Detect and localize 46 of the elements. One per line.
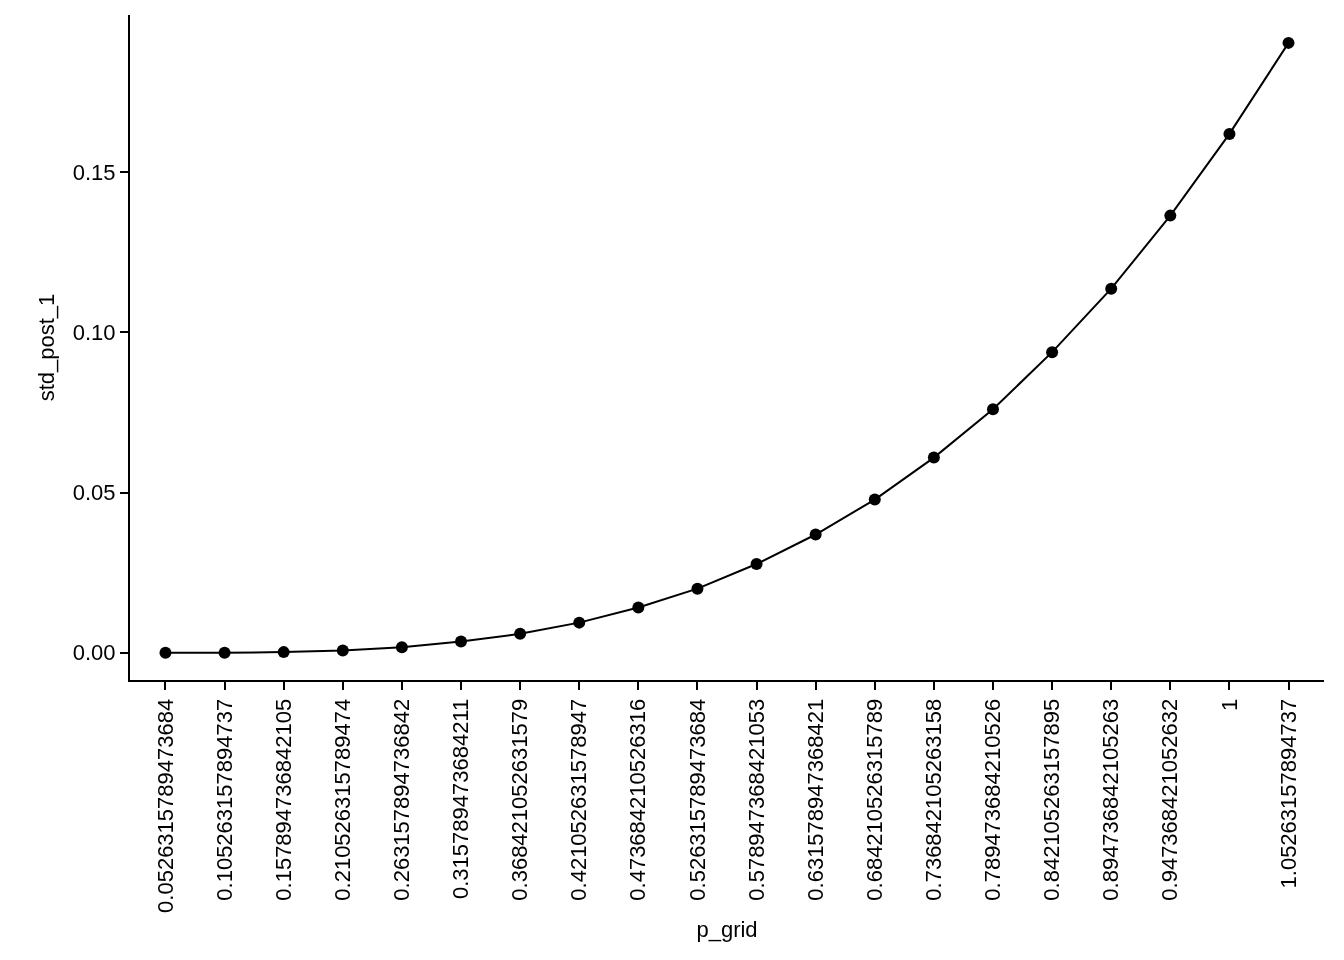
x-tick-label: 0.315789473684211	[448, 698, 474, 900]
y-tick-label: 0.00	[72, 640, 116, 666]
point	[1105, 282, 1118, 295]
x-tick-label: 0.157894736842105	[270, 698, 296, 901]
x-tick-label: 0.0526315789473684	[152, 698, 178, 913]
point	[455, 635, 468, 648]
x-axis-title: p_grid	[696, 917, 758, 943]
y-tick-label: 0.05	[72, 480, 116, 506]
point	[277, 646, 290, 659]
point	[573, 616, 586, 629]
point	[218, 646, 231, 659]
point	[987, 403, 999, 416]
point	[514, 627, 527, 640]
x-tick-label: 0.473684210526316	[625, 698, 651, 901]
point	[1223, 127, 1236, 140]
x-tick-label: 0.842105263157895	[1039, 698, 1065, 901]
x-tick-label: 0.736842105263158	[921, 698, 947, 901]
point	[1046, 346, 1059, 359]
y-tick-label: 0.10	[72, 319, 116, 345]
point	[691, 582, 704, 595]
point	[336, 644, 349, 657]
x-tick-label: 0.368421052631579	[507, 698, 533, 901]
point	[159, 646, 172, 659]
y-axis-title: std_post_1	[34, 293, 60, 402]
x-tick-label: 1	[1216, 698, 1242, 712]
x-tick-label: 1.05263157894737	[1275, 698, 1301, 889]
x-tick-label: 0.105263157894737	[211, 698, 237, 901]
x-tick-label: 0.526315789473684	[684, 698, 710, 901]
x-tick-label: 0.210526315789474	[329, 698, 355, 901]
point	[632, 601, 645, 614]
x-tick-label: 0.263157894736842	[389, 698, 415, 901]
x-tick-label: 0.684210526315789	[861, 698, 887, 901]
x-tick-label: 0.578947368421053	[743, 698, 769, 901]
x-tick-label: 0.789473684210526	[980, 698, 1006, 901]
point	[395, 641, 408, 654]
point	[750, 557, 763, 570]
x-tick-label: 0.947368421052632	[1157, 698, 1183, 901]
x-tick-label: 0.894736842105263	[1098, 698, 1124, 901]
point	[1164, 209, 1177, 222]
x-tick-label: 0.421052631578947	[566, 698, 592, 901]
point	[1282, 36, 1295, 49]
point	[868, 493, 881, 506]
point	[927, 451, 940, 464]
x-tick-label: 0.631578947368421	[802, 698, 828, 901]
point	[809, 528, 822, 541]
y-tick-label: 0.15	[72, 159, 116, 185]
